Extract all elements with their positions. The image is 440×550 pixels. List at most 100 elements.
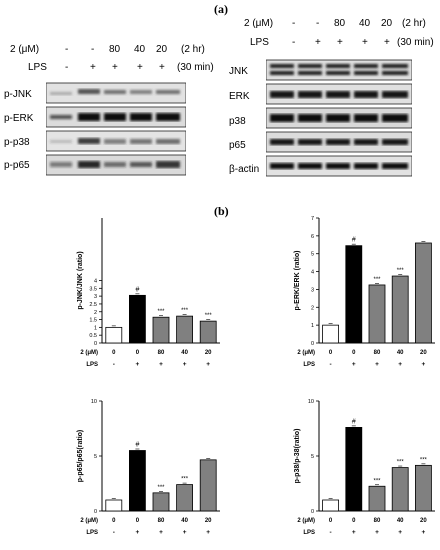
right-cond-dose-name: 2 (μM) [244,18,274,29]
right-cond-lps-name: LPS [250,37,269,48]
significance-label: *** [181,477,189,483]
significance-label: *** [373,277,381,283]
lps-label: + [183,361,187,368]
y-tick-label: 1.5 [89,318,97,324]
chart-p-jnk-ratio: 0 0.5 11.5 2 2.5 3 3.54 p-JNK/JNK (ratio) 0 - #0 + *… [77,218,220,368]
lps-label: - [330,529,332,536]
left-cond-dose-2: - [91,44,95,55]
lps-label: + [159,361,163,368]
bar-4 [414,242,432,344]
lps-label: - [113,529,115,536]
right-band-label-1: JNK [229,66,248,77]
left-cond-dose-5: 20 [156,44,168,55]
x-tick-label: 40 [397,350,404,356]
significance-label: # [352,237,356,244]
bar-4 [199,320,217,344]
x-tick-label: 0 [136,518,140,524]
row-label-lps: LPS [303,362,315,368]
left-cond-lps-5: + [159,62,165,73]
lps-label: + [136,529,140,536]
y-tick-label: 5 [94,454,97,460]
x-tick-label: 20 [420,350,427,356]
right-cond-lps-suffix: (30 min) [397,37,434,48]
right-cond-lps-2: + [315,37,321,48]
y-tick-label: 3.5 [89,286,97,292]
left-cond-lps-4: + [137,62,143,73]
x-tick-label: 0 [352,518,356,524]
row-label-dose: 2 (μM) [80,350,98,356]
y-tick-label: 5 [311,252,314,258]
x-tick-label: 0 [112,518,116,524]
bar-2 [368,485,386,512]
right-cond-dose-1: - [292,18,296,29]
right-cond-dose-5: 20 [381,18,393,29]
bar-2 [152,316,170,344]
y-axis-label: p-p38/p-38(ratio) [294,429,301,484]
significance-label: *** [373,478,381,484]
chart-p-p38-ratio: 0 5 10 p-p38/p-38(ratio) 0 - #0 + *** 80 + *** 40 + **… [294,399,435,536]
row-label-dose: 2 (μM) [80,518,98,524]
y-tick-label: 2 [311,305,314,311]
left-cond-dose-name: 2 (μM) [10,44,40,55]
y-axis-label: p-JNK/JNK (ratio) [77,251,84,309]
y-tick-label: 0 [94,341,97,347]
y-tick-label: 0 [311,509,314,515]
lps-label: + [206,361,210,368]
significance-label: *** [205,313,213,319]
bar-3 [391,275,409,344]
x-tick-label: 0 [329,350,333,356]
bar-0 [105,326,123,344]
row-label-dose: 2 (μM) [297,350,315,356]
bar-0 [105,499,123,512]
chart-p-erk-ratio: 0 1 2 3 4 5 6 7 p-ERK/ERK (ratio) 0 - #0 + *** 80 + *** 4… [294,216,435,368]
left-cond-lps-3: + [112,62,118,73]
right-cond-lps-3: + [337,37,343,48]
significance-label: *** [397,460,405,466]
right-cond-lps-1: - [292,37,296,48]
left-cond-dose-suffix: (2 hr) [181,44,205,55]
significance-label: *** [420,457,428,463]
significance-label: *** [397,268,405,274]
lps-label: + [422,529,426,536]
significance-label: # [135,286,139,293]
lps-label: + [136,361,140,368]
bar-3 [176,315,193,344]
bar-0 [322,324,339,344]
row-label-lps: LPS [86,530,98,536]
x-tick-label: 80 [158,518,165,524]
y-tick-label: 0.5 [89,333,97,339]
bar-0 [322,499,339,512]
x-tick-label: 80 [374,518,381,524]
y-tick-label: 3 [311,287,314,293]
lps-label: + [422,361,426,368]
y-tick-label: 6 [311,234,314,240]
left-cond-lps-2: + [90,62,96,73]
x-tick-label: 0 [136,350,140,356]
bar-1 [345,245,363,344]
left-cond-dose-4: 40 [134,44,146,55]
row-label-lps: LPS [303,530,315,536]
x-tick-label: 20 [205,350,212,356]
left-cond-lps-name: LPS [28,62,47,73]
y-tick-label: 7 [311,216,314,222]
bar-3 [176,484,193,512]
x-tick-label: 40 [181,350,188,356]
y-axis-label: p-ERK/ERK (ratio) [294,251,301,311]
x-tick-label: 40 [397,518,404,524]
right-band-label-4: p65 [229,140,246,151]
right-cond-dose-2: - [316,18,320,29]
x-tick-label: 0 [112,350,116,356]
left-band-label-2: p-ERK [4,113,34,124]
y-tick-label: 0 [94,509,97,515]
lps-label: + [398,361,402,368]
significance-label: *** [157,309,165,315]
panel-a-label: (a) [214,2,228,16]
row-label-dose: 2 (μM) [297,518,315,524]
x-tick-label: 20 [205,518,212,524]
bar-1 [345,427,363,512]
bar-1 [129,450,146,512]
y-tick-label: 2 [94,310,97,316]
lps-label: + [375,529,379,536]
left-cond-lps-suffix: (30 min) [177,62,214,73]
lps-label: + [375,361,379,368]
